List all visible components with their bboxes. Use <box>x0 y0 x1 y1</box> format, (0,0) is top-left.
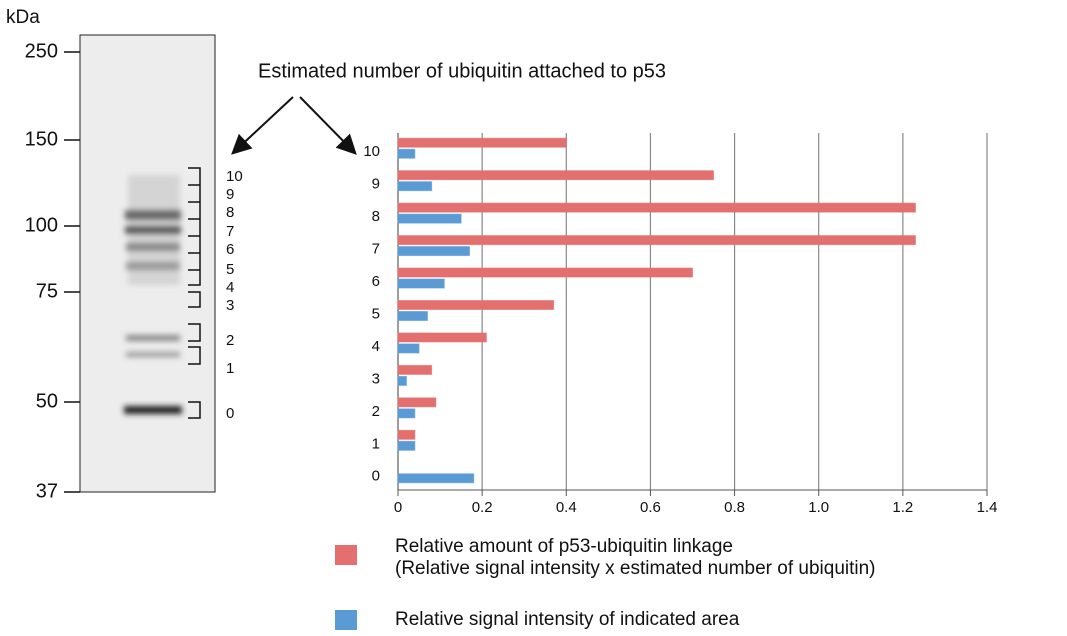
arrow <box>234 97 293 152</box>
y-tick-label: 1 <box>372 435 380 452</box>
band-label: 5 <box>226 261 234 278</box>
gel-unit: kDa <box>6 7 40 28</box>
bar <box>398 344 419 353</box>
y-tick-label: 0 <box>372 468 380 485</box>
legend-label: Relative signal intensity of indicated a… <box>395 609 739 631</box>
bar <box>398 214 461 223</box>
y-tick-label: 5 <box>372 305 380 322</box>
bar <box>398 365 432 374</box>
y-tick-label: 9 <box>372 176 380 193</box>
x-tick-label: 1.2 <box>892 499 913 516</box>
band-label: 6 <box>226 241 234 258</box>
bar <box>398 441 415 450</box>
marker-label: 50 <box>36 390 58 412</box>
band-label: 9 <box>226 186 234 203</box>
legend-swatch <box>335 610 357 630</box>
marker-label: 250 <box>25 40 58 62</box>
band-label: 7 <box>226 223 234 240</box>
bar <box>398 376 406 385</box>
bar <box>398 182 432 191</box>
y-tick-label: 2 <box>372 403 380 420</box>
y-tick-label: 6 <box>372 273 380 290</box>
x-tick-label: 0.4 <box>556 499 577 516</box>
legend-label: Relative amount of p53-ubiquitin linkage… <box>395 536 876 580</box>
bar <box>398 236 915 245</box>
bar <box>398 138 566 147</box>
bar <box>398 247 470 256</box>
bar <box>398 474 474 483</box>
band-label: 4 <box>226 279 234 296</box>
x-tick-label: 1.4 <box>977 499 998 516</box>
figure: kDa Estimated number of ubiquitin attach… <box>0 0 1067 636</box>
bar <box>398 301 554 310</box>
x-tick-label: 0 <box>394 499 402 516</box>
bar <box>398 409 415 418</box>
bar <box>398 171 714 180</box>
legend-swatch <box>335 545 357 565</box>
y-tick-label: 3 <box>372 370 380 387</box>
band-label: 3 <box>226 297 234 314</box>
band-label: 8 <box>226 204 234 221</box>
marker-label: 37 <box>36 480 58 502</box>
band-label: 10 <box>226 168 243 185</box>
x-tick-label: 0.2 <box>472 499 493 516</box>
y-tick-label: 8 <box>372 208 380 225</box>
band-label: 2 <box>226 332 234 349</box>
marker-label: 75 <box>36 280 58 302</box>
band-label: 1 <box>226 360 234 377</box>
bar <box>398 333 486 342</box>
marker-label: 150 <box>25 128 58 150</box>
x-tick-label: 0.8 <box>724 499 745 516</box>
bar <box>398 203 915 212</box>
bar <box>398 312 427 321</box>
bar <box>398 398 436 407</box>
arrow <box>300 97 354 152</box>
bar <box>398 430 415 439</box>
y-tick-label: 10 <box>363 143 380 160</box>
y-tick-label: 4 <box>372 338 380 355</box>
bar <box>398 268 693 277</box>
x-tick-label: 0.6 <box>640 499 661 516</box>
y-tick-label: 7 <box>372 241 380 258</box>
x-tick-label: 1.0 <box>808 499 829 516</box>
annotation: Estimated number of ubiquitin attached t… <box>258 60 666 82</box>
marker-label: 100 <box>25 214 58 236</box>
band-label: 0 <box>226 405 234 422</box>
bar <box>398 279 444 288</box>
bar <box>398 149 415 158</box>
